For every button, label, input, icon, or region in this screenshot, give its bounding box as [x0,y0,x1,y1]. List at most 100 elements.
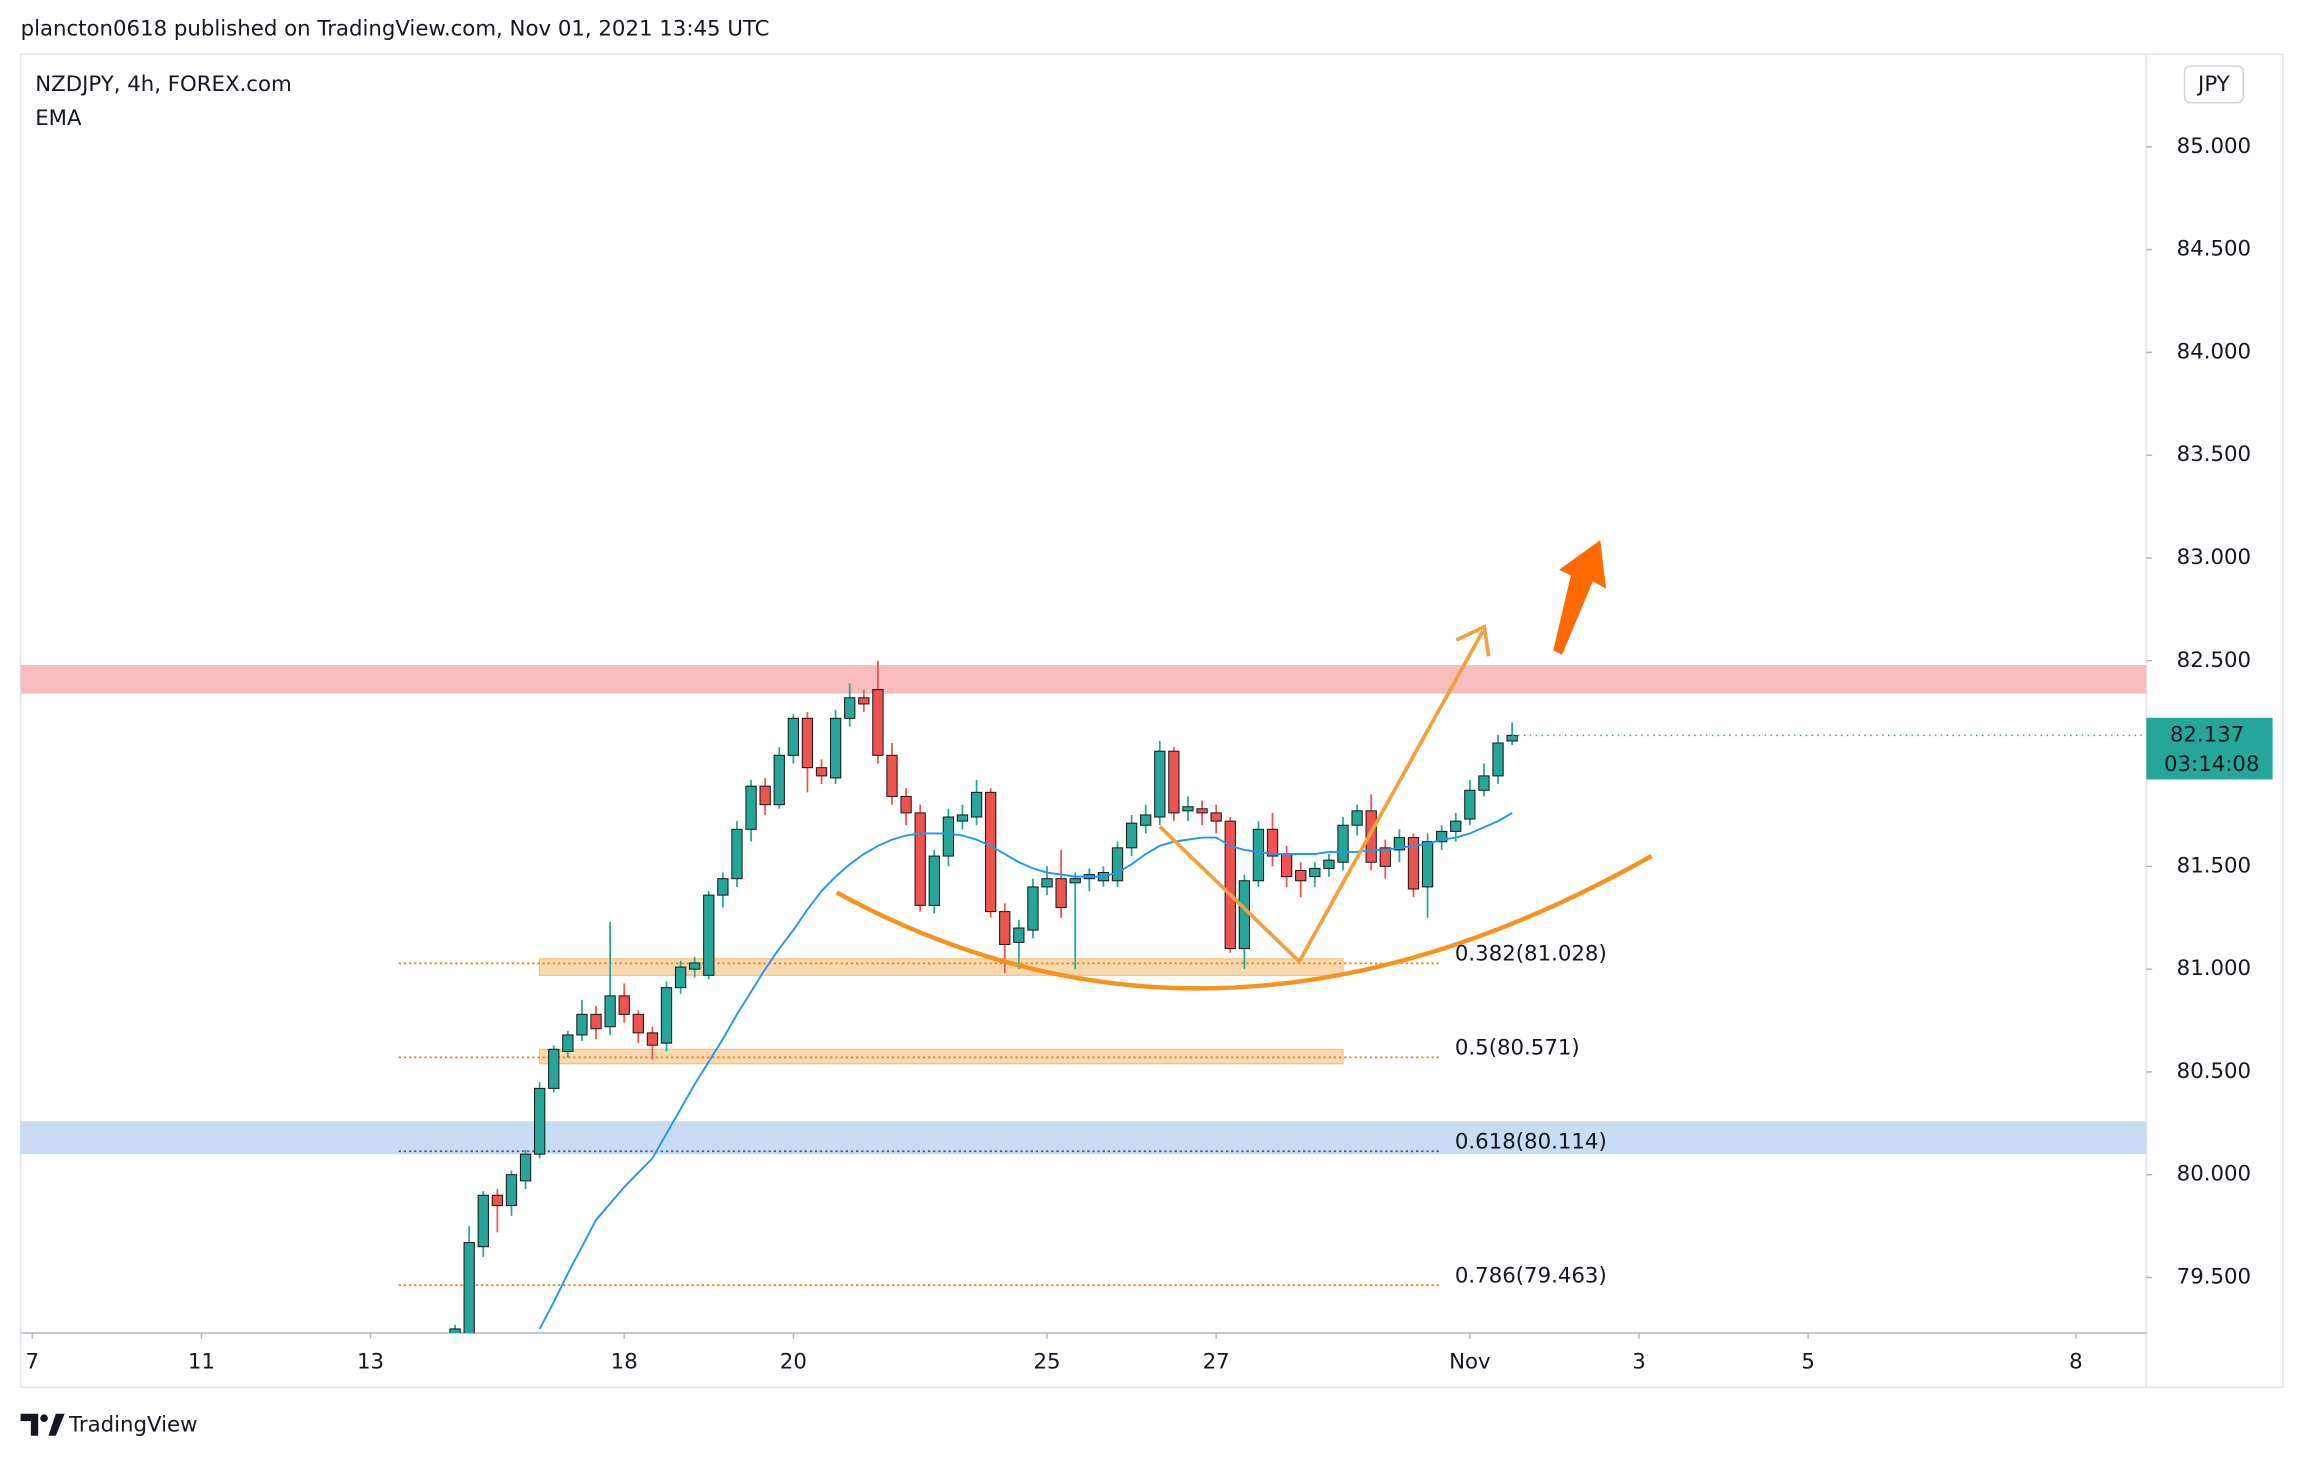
candle-body [942,816,955,857]
candle-body [1210,812,1222,822]
candle-body [914,812,926,906]
candle-body [1140,814,1152,826]
rounding-curve [835,853,1653,991]
y-tick-label: 84.500 [2177,237,2251,262]
countdown: 03:14:08 [2164,752,2260,777]
y-tick-label: 79.500 [2177,1265,2251,1290]
x-tick-label: 7 [26,1349,40,1374]
x-tick-label: 11 [188,1349,215,1374]
candle-body [1393,837,1406,851]
candle-body [477,1194,489,1248]
x-tick-label: 8 [2069,1349,2083,1374]
candle-body [815,767,828,777]
candle-body [1464,789,1476,820]
candle-body [1309,867,1321,878]
candle-body [1266,828,1279,857]
candle-body [604,995,616,1028]
candle-body [844,697,856,719]
x-tick-label: 5 [1801,1349,1815,1374]
candle-body [1478,775,1490,791]
zone [20,1121,2147,1155]
y-tick-label: 80.000 [2177,1162,2251,1187]
zone [20,664,2147,694]
candle-body [674,966,687,989]
candle-body [618,995,630,1015]
candle-body [449,1328,461,1334]
candle-body [1182,806,1194,812]
y-tick-label: 84.000 [2177,339,2251,364]
candle-body [1111,847,1124,882]
candle-body [1125,822,1138,849]
candle-body [1069,878,1081,884]
candle-body [1407,837,1420,890]
candle-body [1450,820,1462,832]
candle-body [829,717,842,779]
candle-body [717,878,729,896]
candle-body [1224,820,1236,950]
candle-body [632,1013,644,1034]
candle-body [1295,869,1307,882]
published-line: plancton0618 published on TradingView.co… [21,16,770,41]
candle-body [534,1087,546,1155]
logo-dot [40,1414,48,1422]
candle-body [1337,824,1349,863]
x-tick-label: 27 [1203,1349,1230,1374]
last-price-tag [2146,717,2273,780]
candle-body [787,717,799,756]
y-tick-label: 81.500 [2177,853,2251,878]
candle-body [1154,750,1166,818]
candle-body [576,1013,588,1036]
logo-mark [48,1413,65,1436]
candle-body [1323,859,1335,869]
candle-body [900,795,912,814]
x-tick-label: Nov [1449,1349,1491,1374]
candle-body [801,717,814,769]
candle-body [1506,734,1518,742]
x-tick-label: 13 [357,1349,384,1374]
candle-body [970,791,983,818]
zone [539,1048,1344,1065]
y-tick-label: 85.000 [2177,134,2251,159]
chart-frame [19,53,2284,1389]
currency-box[interactable] [2183,65,2244,104]
path-arrow-head [1455,624,1491,657]
plot [20,660,2147,1334]
candle-body [1196,808,1208,814]
ema-line [538,812,1513,1330]
candle-body [872,689,884,756]
y-tick-label: 82.500 [2177,648,2251,673]
fib-label: 0.5(80.571) [1455,1036,1580,1061]
candle-body [660,987,673,1044]
candle-body [985,791,997,913]
candle-body [491,1194,504,1207]
indicator-name: EMA [35,106,82,131]
candle-body [1351,810,1363,826]
drawings [835,540,1653,991]
candle-body [773,754,785,806]
currency[interactable]: JPY [2196,72,2231,97]
fib-label: 0.382(81.028) [1455,942,1607,967]
candle-body [1421,841,1434,888]
candle-body [1280,853,1293,878]
y-tick-label: 80.500 [2177,1059,2251,1084]
path-arrow [1158,630,1485,965]
x-tick-label: 20 [780,1349,807,1374]
y-tick-label: 83.500 [2177,442,2251,467]
x-tick-label: 25 [1034,1349,1061,1374]
candle-body [886,754,898,797]
candle-body [505,1174,518,1207]
last-price-label: 82.137 [2170,722,2244,747]
candle-body [928,855,940,906]
candle-body [1492,742,1504,777]
candle-body [548,1048,560,1089]
candle-body [956,814,969,822]
candle-body [1365,810,1377,863]
y-tick-label: 81.000 [2177,956,2251,981]
candle-body [1168,750,1180,814]
x-tick-label: 3 [1632,1349,1646,1374]
logo-mark [20,1413,39,1436]
candle-body [731,828,743,880]
candle-body [1041,878,1053,888]
